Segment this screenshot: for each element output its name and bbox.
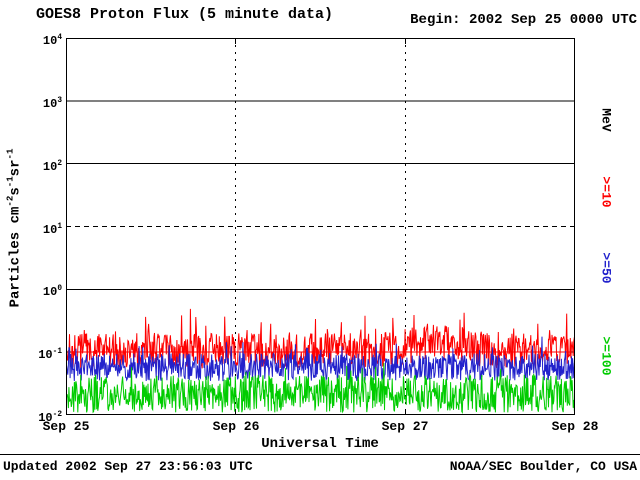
x-tick-label: Sep 28 xyxy=(551,419,599,434)
x-tick-label: Sep 25 xyxy=(42,419,90,434)
right-label-ge10: >=10 xyxy=(598,176,614,208)
y-axis-label: Particles cm-2s-1sr-1 xyxy=(5,149,24,308)
x-tick-label: Sep 26 xyxy=(212,419,260,434)
y-axis-label-text: s xyxy=(7,187,24,196)
y-tick-label: 103 xyxy=(42,97,62,111)
y-axis-label-exp: -2 xyxy=(4,195,16,207)
begin-time-label: Begin: 2002 Sep 25 0000 UTC xyxy=(410,12,637,28)
y-tick-label: 101 xyxy=(42,223,62,237)
y-tick-label: 100 xyxy=(42,285,62,299)
y-axis-label-exp: -1 xyxy=(4,176,16,188)
y-tick-label: 10-2 xyxy=(38,411,62,425)
y-axis-label-exp: -1 xyxy=(4,148,16,160)
chart-title: GOES8 Proton Flux (5 minute data) xyxy=(36,6,334,23)
right-label-ge50: >=50 xyxy=(598,252,614,284)
y-tick-label: 102 xyxy=(42,160,62,174)
y-tick-label: 10-1 xyxy=(38,348,62,362)
source-credit: NOAA/SEC Boulder, CO USA xyxy=(449,459,637,474)
y-axis-label-text: Particles cm xyxy=(7,206,24,308)
x-axis-label: Universal Time xyxy=(261,436,379,452)
plot-canvas xyxy=(66,38,575,415)
footer-divider xyxy=(0,454,640,455)
y-tick-label: 104 xyxy=(42,34,62,48)
right-label-mev: MeV xyxy=(598,108,614,132)
y-axis-label-text: sr xyxy=(7,159,24,177)
updated-timestamp: Updated 2002 Sep 27 23:56:03 UTC xyxy=(3,459,253,474)
x-tick-label: Sep 27 xyxy=(381,419,429,434)
plot-area xyxy=(66,38,575,415)
right-label-ge100: >=100 xyxy=(598,336,614,376)
